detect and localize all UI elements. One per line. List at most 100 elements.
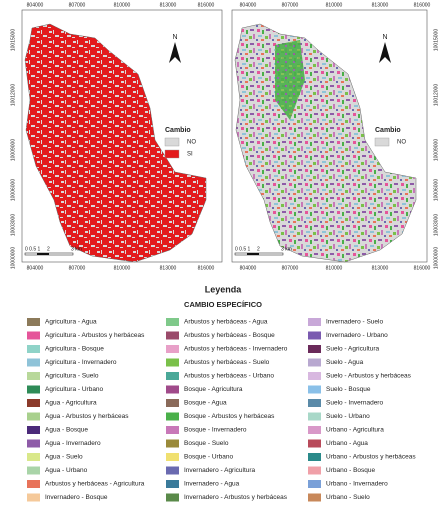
legend-swatch xyxy=(166,385,179,394)
scale-label: 2 xyxy=(47,246,50,252)
legend-label: Urbano - Agua xyxy=(326,440,368,447)
legend-label: NO xyxy=(397,140,406,146)
legend-label: Invernadero - Arbustos y herbáceas xyxy=(184,494,288,501)
legend-label: Bosque - Agricultura xyxy=(184,386,243,393)
north-arrow xyxy=(379,42,391,63)
legend-swatch xyxy=(166,345,179,353)
legend-label: Agricultura - Bosque xyxy=(45,346,104,353)
legend-swatch xyxy=(308,318,321,326)
x-coord-label: 807000 xyxy=(69,265,86,271)
y-coord-label: 10012000 xyxy=(10,84,16,106)
y-coord-label: 10000000 xyxy=(10,247,16,269)
legend-label: NO xyxy=(187,140,196,146)
legend-label: Agricultura - Invernadero xyxy=(45,359,117,366)
legend-label: Suelo - Urbano xyxy=(326,413,370,420)
legend-swatch xyxy=(308,399,321,407)
legend-swatch xyxy=(374,137,390,147)
y-coord-label: 10003000 xyxy=(433,214,439,236)
x-coord-label: 816000 xyxy=(414,265,431,271)
legend-swatch xyxy=(164,137,180,147)
y-coord-label: 10009000 xyxy=(10,139,16,161)
legend-label: Agua - Suelo xyxy=(45,454,83,461)
legend-swatch xyxy=(27,385,40,394)
map-panel: 804000 804000 807000 807000 810000 810000 8130… xyxy=(231,2,439,271)
legend-swatch xyxy=(27,453,40,461)
legend-swatch xyxy=(308,385,321,394)
legend-swatch xyxy=(27,345,40,353)
legend-swatch xyxy=(308,426,321,434)
legend-label: Agua - Bosque xyxy=(45,427,88,434)
legend-label: Arbustos y herbáceas - Bosque xyxy=(184,332,275,339)
x-coord-label: 807000 xyxy=(282,2,299,8)
x-coord-label: 813000 xyxy=(372,2,389,8)
legend-label: Suelo - Agricultura xyxy=(326,346,379,353)
legend-swatch xyxy=(27,466,40,475)
legend-label: Bosque - Invernadero xyxy=(184,427,247,434)
legend-label: Agricultura - Arbustos y herbáceas xyxy=(45,332,145,339)
scale-label: 0 0.5 1 xyxy=(25,246,41,252)
legend-swatch xyxy=(308,331,321,340)
x-coord-label: 810000 xyxy=(114,2,131,8)
legend-swatch xyxy=(166,439,179,448)
legend-swatch xyxy=(308,453,321,461)
study-area xyxy=(24,23,207,263)
legend-title: Cambio xyxy=(165,127,191,134)
legend-label: Urbano - Arbustos y herbáceas xyxy=(326,454,416,461)
legend-swatch xyxy=(27,493,40,502)
legend-swatch xyxy=(27,412,40,421)
legend-label: Bosque - Suelo xyxy=(184,440,229,447)
legend-swatch xyxy=(27,331,40,340)
legend-swatch xyxy=(166,358,179,367)
legend-label: Urbano - Agricultura xyxy=(326,427,384,434)
map-panels: 804000 804000 807000 807000 810000 810000 8130… xyxy=(10,2,439,271)
legend-swatch xyxy=(308,493,321,502)
legend-label: Invernadero - Agua xyxy=(184,481,240,488)
north-label: N xyxy=(172,34,177,41)
legend-swatch xyxy=(166,412,179,421)
y-coord-label: 10003000 xyxy=(10,214,16,236)
legend-swatch xyxy=(166,331,179,340)
x-coord-label: 816000 xyxy=(414,2,431,8)
x-coord-label: 804000 xyxy=(27,2,44,8)
forest-patch xyxy=(275,40,305,120)
legend-label: Bosque - Urbano xyxy=(184,454,234,461)
scale-label: 3 km xyxy=(71,246,82,252)
x-coord-label: 813000 xyxy=(160,265,177,271)
legend-swatch xyxy=(27,399,40,407)
x-coord-label: 813000 xyxy=(160,2,177,8)
legend-label: Arbustos y herbáceas - Urbano xyxy=(184,373,274,380)
legend-swatch xyxy=(27,318,40,326)
legend-swatch xyxy=(308,358,321,367)
legend-swatch xyxy=(166,480,179,488)
y-coord-label: 10006000 xyxy=(10,179,16,201)
x-coord-label: 810000 xyxy=(114,265,131,271)
legend-label: Suelo - Arbustos y herbáceas xyxy=(326,373,412,380)
legend-label: Agua - Agricultura xyxy=(45,400,97,407)
legend-label: Invernadero - Suelo xyxy=(326,319,383,326)
x-coord-label: 804000 xyxy=(240,265,257,271)
legend-subheading: CAMBIO ESPECÍFICO xyxy=(184,300,262,309)
legend-label: Agricultura - Agua xyxy=(45,319,97,326)
legend-swatch xyxy=(164,149,180,159)
legend-label: Agricultura - Urbano xyxy=(45,386,104,393)
legend-swatch xyxy=(27,480,40,488)
legend-label: Urbano - Invernadero xyxy=(326,481,388,488)
map-panel: 804000 804000 807000 807000 810000 810000 8130… xyxy=(10,2,223,271)
x-coord-label: 810000 xyxy=(326,2,343,8)
legend: Leyenda CAMBIO ESPECÍFICO Agricultura - Ag… xyxy=(27,284,416,502)
legend-label: Arbustos y herbáceas - Suelo xyxy=(184,359,270,366)
y-coord-label: 10015000 xyxy=(433,29,439,51)
legend-label: Arbustos y herbáceas - Agricultura xyxy=(45,481,145,488)
x-coord-label: 807000 xyxy=(282,265,299,271)
north-label: N xyxy=(382,34,387,41)
legend-swatch xyxy=(27,439,40,448)
legend-swatch xyxy=(166,466,179,475)
y-coord-label: 10009000 xyxy=(433,139,439,161)
legend-title: Cambio xyxy=(375,127,401,134)
legend-label: Arbustos y herbáceas - Invernadero xyxy=(184,346,288,353)
legend-heading: Leyenda xyxy=(205,284,243,294)
legend-label: Agua - Invernadero xyxy=(45,440,101,447)
legend-label: Invernadero - Agricultura xyxy=(184,467,256,474)
x-coord-label: 816000 xyxy=(198,2,215,8)
